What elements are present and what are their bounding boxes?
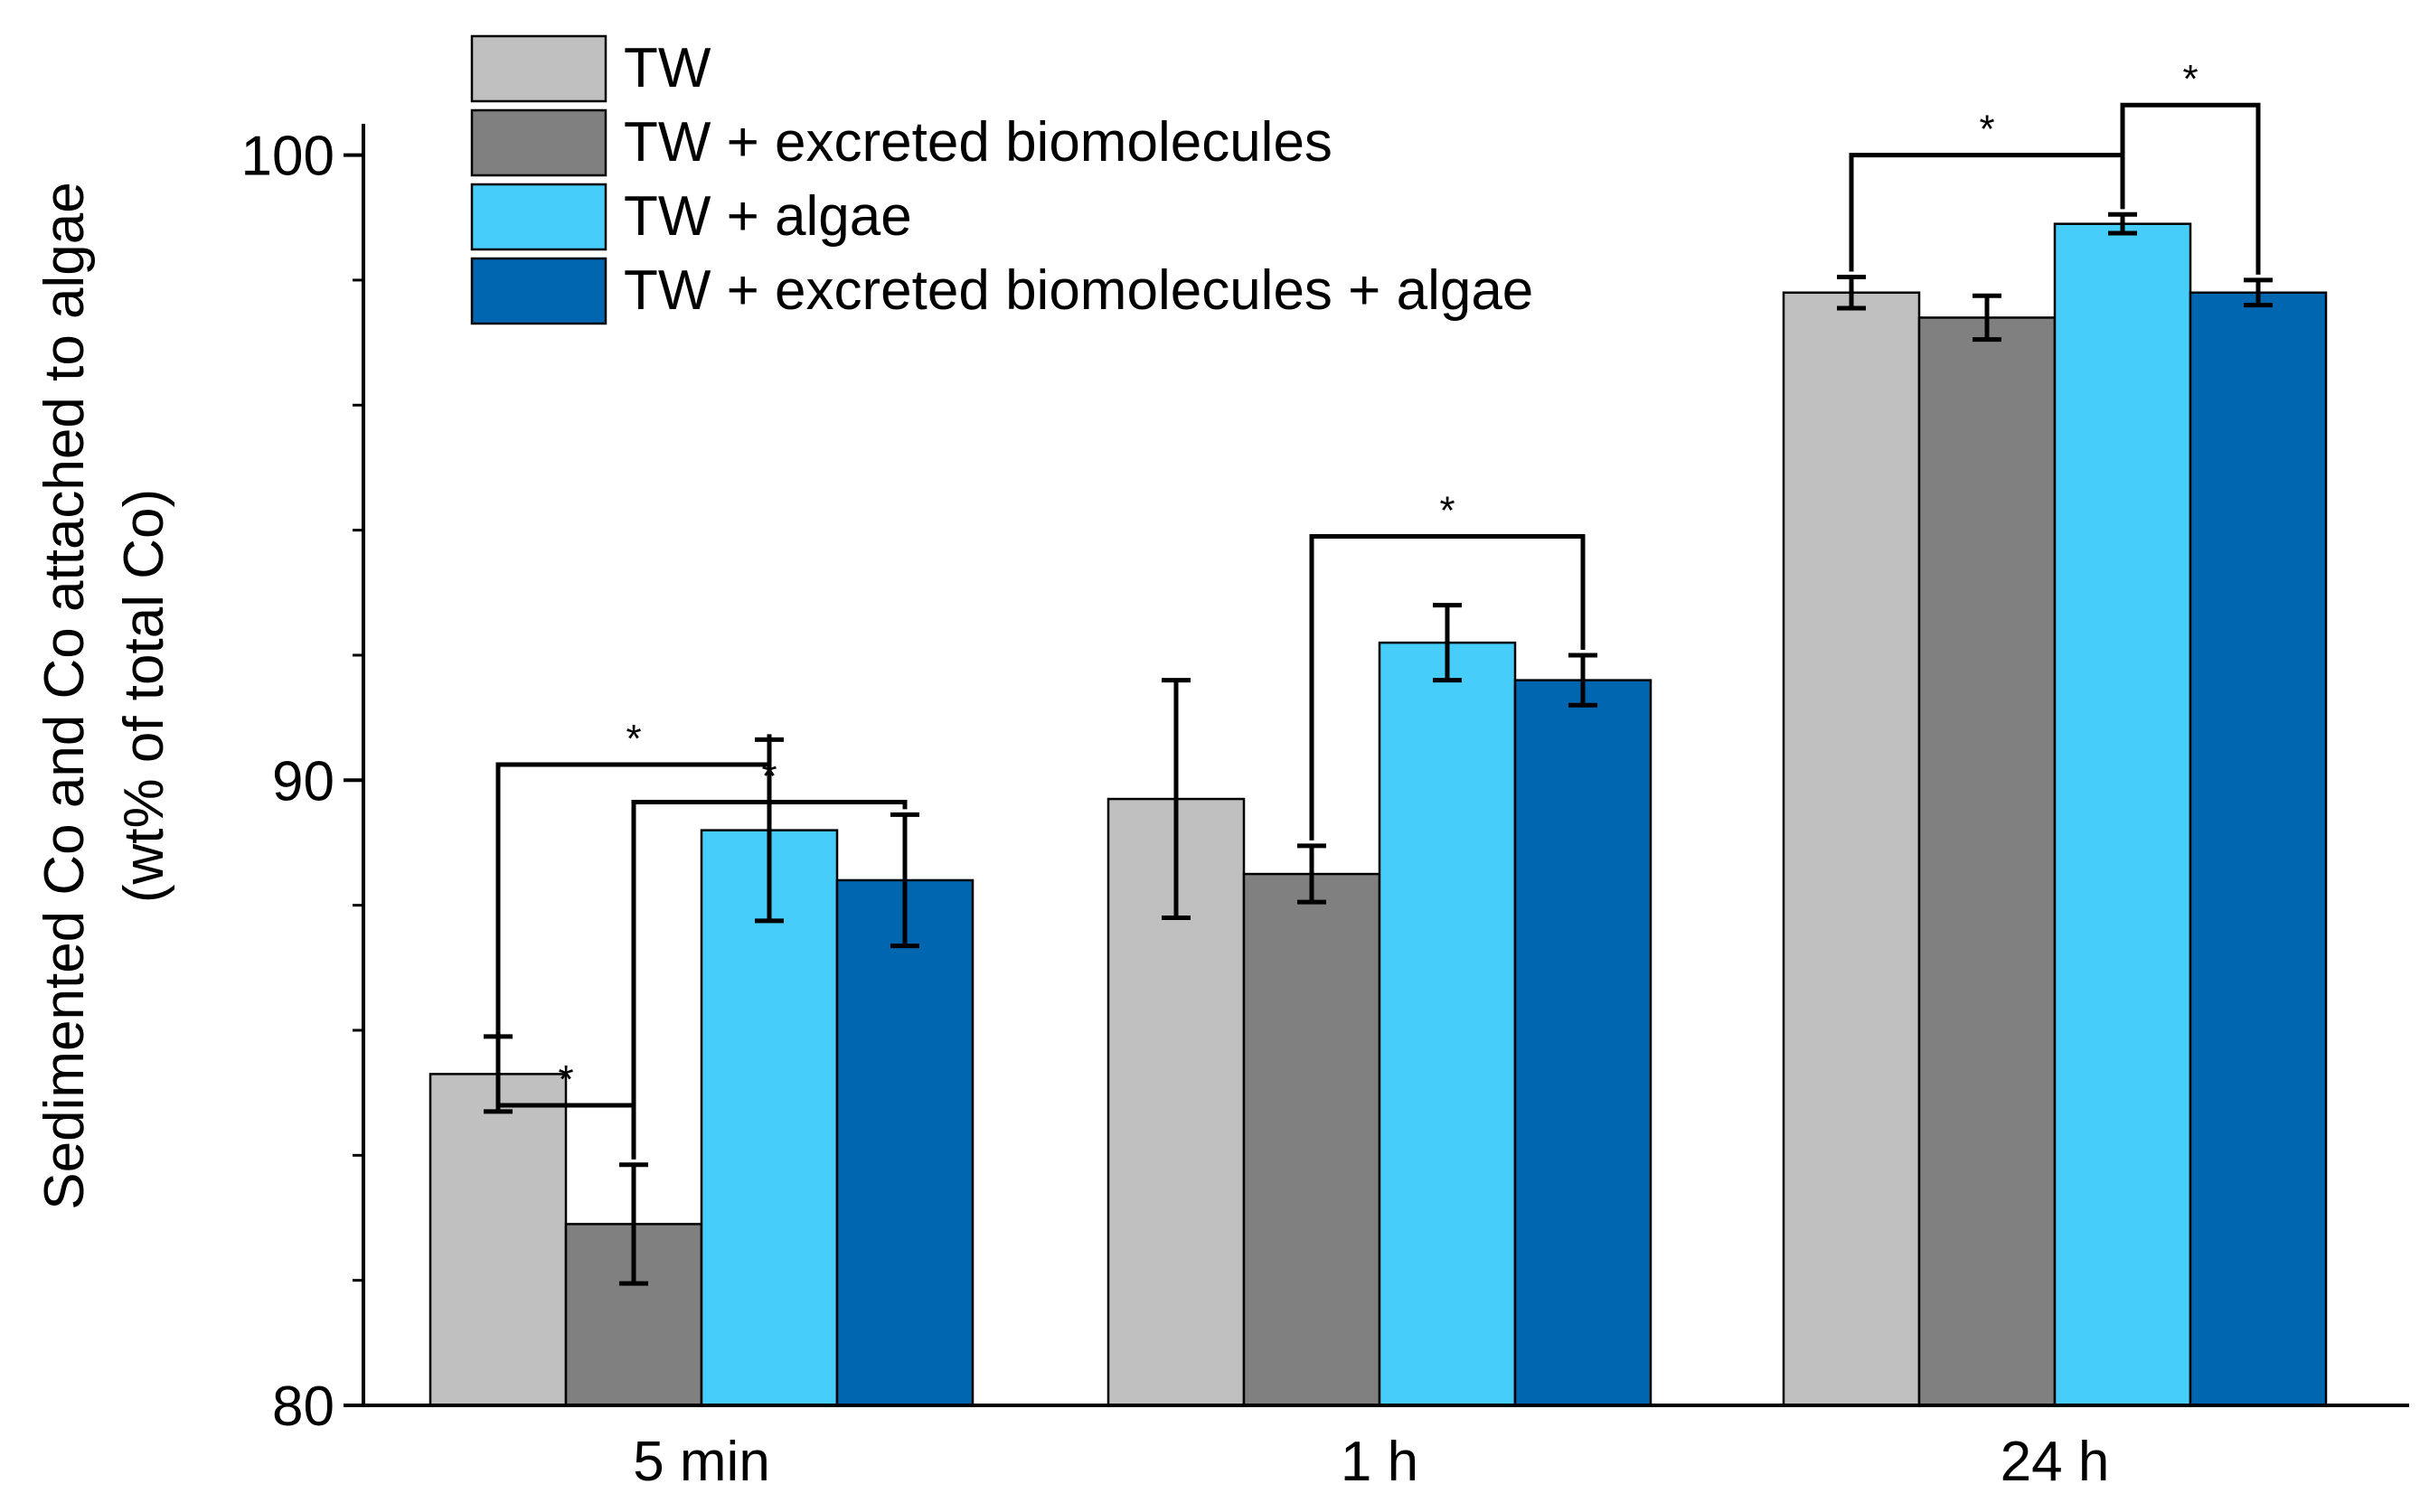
legend-item: TW + excreted biomolecules bbox=[470, 108, 1332, 177]
x-tick-label: 1 h bbox=[1341, 1431, 1418, 1493]
bar bbox=[1917, 316, 2057, 1407]
bracket-line bbox=[2120, 102, 2261, 275]
significance-bracket: * bbox=[631, 755, 908, 1160]
error-bar bbox=[890, 812, 919, 949]
significance-bracket: * bbox=[495, 1030, 636, 1160]
y-tick-label: 90 bbox=[272, 750, 334, 812]
legend-swatch bbox=[470, 257, 607, 325]
legend-label: TW + algae bbox=[624, 185, 912, 248]
error-bar bbox=[1837, 274, 1866, 311]
legend-label: TW bbox=[624, 37, 711, 99]
bars bbox=[428, 211, 2328, 1407]
bar bbox=[1782, 291, 1921, 1407]
significance-bracket: * bbox=[495, 717, 772, 1031]
x-tick-label: 5 min bbox=[633, 1431, 770, 1493]
significance-bracket: * bbox=[2120, 57, 2261, 275]
bracket-line bbox=[495, 734, 772, 1031]
error-bar bbox=[1297, 843, 1326, 905]
bar bbox=[2053, 222, 2192, 1407]
axes: 80 90 100 5 min 1 h 24 h bbox=[241, 124, 2409, 1493]
legend-label: TW + excreted biomolecules bbox=[624, 111, 1332, 174]
bar bbox=[1242, 872, 1381, 1407]
error-bar bbox=[1568, 653, 1597, 708]
bar bbox=[1513, 679, 1653, 1407]
legend-item: TW + algae bbox=[470, 183, 912, 251]
y-tick-label: 100 bbox=[241, 126, 334, 188]
bracket-line bbox=[1309, 534, 1586, 841]
legend: TW TW + excreted biomolecules TW + algae TW… bbox=[470, 34, 1533, 325]
legend-swatch bbox=[470, 183, 607, 251]
legend-swatch bbox=[470, 34, 607, 103]
y-tick-label: 80 bbox=[272, 1376, 334, 1438]
y-axis-sublabel: (wt% of total Co) bbox=[113, 489, 175, 903]
bracket-line bbox=[495, 1030, 636, 1160]
y-axis-title: Sedimented Co and Co attached to algae (… bbox=[33, 182, 175, 1209]
significance-bracket: * bbox=[1309, 489, 1586, 841]
error-bar bbox=[1162, 678, 1191, 920]
bar bbox=[2189, 291, 2328, 1407]
legend-label: TW + excreted biomolecules + algae bbox=[624, 259, 1533, 322]
error-bar bbox=[619, 1162, 648, 1286]
legend-swatch bbox=[470, 108, 607, 177]
bar bbox=[428, 1073, 568, 1407]
error-bar bbox=[1433, 603, 1462, 683]
significance-label: * bbox=[1439, 489, 1455, 533]
significance-brackets: * * * * * * bbox=[495, 57, 2261, 1160]
bracket-line bbox=[631, 800, 908, 1160]
significance-label: * bbox=[2182, 57, 2198, 101]
legend-item: TW bbox=[470, 34, 711, 103]
legend-item: TW + excreted biomolecules + algae bbox=[470, 257, 1533, 325]
x-tick-label: 24 h bbox=[2001, 1431, 2110, 1493]
significance-label: * bbox=[626, 717, 641, 761]
error-bar bbox=[1973, 293, 2001, 343]
significance-label: * bbox=[761, 755, 777, 799]
error-bar bbox=[2108, 211, 2137, 236]
bar bbox=[1378, 641, 1517, 1407]
significance-label: * bbox=[558, 1057, 573, 1102]
error-bar bbox=[2244, 277, 2273, 308]
y-axis-label: Sedimented Co and Co attached to algae bbox=[33, 182, 96, 1209]
bar bbox=[835, 878, 975, 1407]
significance-label: * bbox=[1979, 108, 1994, 152]
